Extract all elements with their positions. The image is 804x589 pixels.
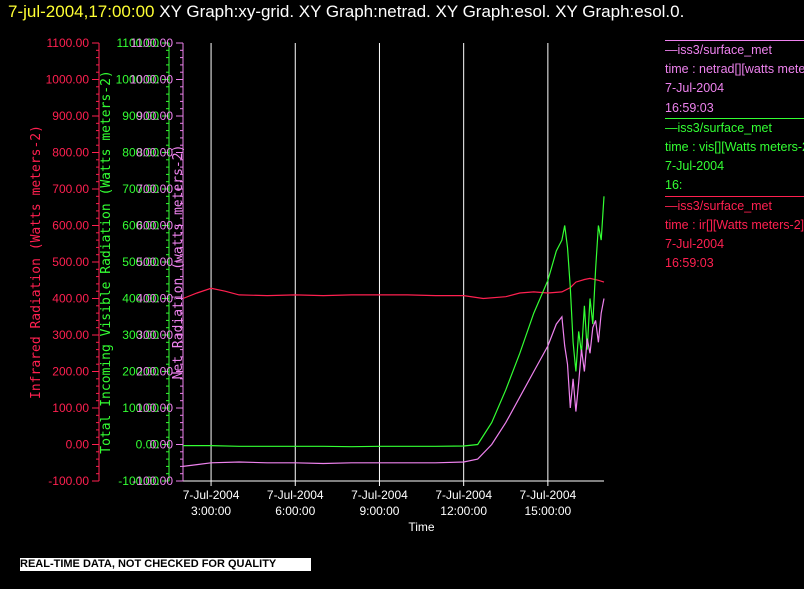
x-tick-date-3: 7-Jul-2004 bbox=[435, 488, 492, 502]
x-tick-date-0: 7-Jul-2004 bbox=[183, 488, 240, 502]
series-line-vis bbox=[183, 196, 604, 446]
y-tick-label-net-4: 300.00 bbox=[136, 328, 173, 342]
y-axis-label-ir: Infrared Radiation (Watts meters-2) bbox=[29, 125, 44, 399]
legend-entry-vis: —iss3/surface_met time : vis[][Watts mete… bbox=[665, 118, 804, 197]
x-tick-date-4: 7-Jul-2004 bbox=[520, 488, 577, 502]
y-axis-label-vis: Total Incoming Visible Radiation (Watts … bbox=[99, 70, 114, 454]
y-tick-label-ir-2: 100.00 bbox=[52, 401, 89, 415]
y-tick-label-ir-7: 600.00 bbox=[52, 219, 89, 233]
series-line-net bbox=[183, 299, 604, 467]
y-tick-label-ir-12: 1100.00 bbox=[47, 36, 90, 50]
y-tick-label-ir-10: 900.00 bbox=[52, 109, 89, 123]
legend-line: 16:59:03 bbox=[665, 99, 804, 118]
x-tick-time-4: 15:00:00 bbox=[525, 504, 572, 518]
y-tick-label-net-6: 500.00 bbox=[136, 255, 173, 269]
legend-line: 16: bbox=[665, 176, 804, 195]
x-tick-time-0: 3:00:00 bbox=[191, 504, 231, 518]
y-tick-label-ir-9: 800.00 bbox=[52, 146, 89, 160]
y-tick-label-net-0: -100.00 bbox=[132, 474, 173, 488]
y-tick-label-ir-11: 1000.00 bbox=[46, 73, 90, 87]
y-tick-label-net-1: 0.00 bbox=[150, 438, 174, 452]
x-tick-time-2: 9:00:00 bbox=[359, 504, 399, 518]
x-tick-time-1: 6:00:00 bbox=[275, 504, 315, 518]
y-tick-label-net-7: 600.00 bbox=[136, 219, 173, 233]
legend-line: time : netrad[][watts meters-2] bbox=[665, 60, 804, 79]
y-tick-label-ir-5: 400.00 bbox=[52, 292, 89, 306]
y-tick-label-net-2: 100.00 bbox=[136, 401, 173, 415]
x-tick-time-3: 12:00:00 bbox=[440, 504, 487, 518]
legend-line: 7-Jul-2004 bbox=[665, 79, 804, 98]
legend-line: —iss3/surface_met bbox=[665, 197, 804, 216]
legend-entry-net: —iss3/surface_met time : netrad[][watts m… bbox=[665, 40, 804, 119]
y-tick-label-net-11: 1000.00 bbox=[130, 73, 174, 87]
legend-line: time : ir[][Watts meters-2] bbox=[665, 216, 804, 235]
y-tick-label-net-9: 800.00 bbox=[136, 146, 173, 160]
legend-entry-ir: —iss3/surface_met time : ir[][Watts meter… bbox=[665, 196, 804, 274]
y-tick-label-ir-6: 500.00 bbox=[52, 255, 89, 269]
y-tick-label-ir-3: 200.00 bbox=[52, 365, 89, 379]
y-tick-label-net-10: 900.00 bbox=[136, 109, 173, 123]
legend-line: 7-Jul-2004 bbox=[665, 157, 804, 176]
x-axis-label: Time bbox=[408, 520, 435, 534]
y-tick-label-net-8: 700.00 bbox=[136, 182, 173, 196]
y-tick-label-ir-1: 0.00 bbox=[66, 438, 90, 452]
x-tick-date-1: 7-Jul-2004 bbox=[267, 488, 324, 502]
legend: —iss3/surface_met time : netrad[][watts m… bbox=[664, 40, 804, 273]
y-tick-label-net-5: 400.00 bbox=[136, 292, 173, 306]
y-tick-label-ir-8: 700.00 bbox=[52, 182, 89, 196]
quality-disclaimer: REAL-TIME DATA, NOT CHECKED FOR QUALITY bbox=[20, 558, 311, 571]
legend-line: —iss3/surface_met bbox=[665, 119, 804, 138]
y-tick-label-net-12: 1100.00 bbox=[131, 36, 174, 50]
y-tick-label-ir-4: 300.00 bbox=[52, 328, 89, 342]
x-tick-date-2: 7-Jul-2004 bbox=[351, 488, 408, 502]
y-axis-label-net: Net Radiation (watts meters-2) bbox=[171, 145, 186, 380]
y-tick-label-net-3: 200.00 bbox=[136, 365, 173, 379]
y-tick-label-ir-0: -100.00 bbox=[48, 474, 89, 488]
legend-line: —iss3/surface_met bbox=[665, 41, 804, 60]
legend-line: time : vis[][Watts meters-2] bbox=[665, 138, 804, 157]
legend-line: 7-Jul-2004 bbox=[665, 235, 804, 254]
legend-line: 16:59:03 bbox=[665, 254, 804, 273]
